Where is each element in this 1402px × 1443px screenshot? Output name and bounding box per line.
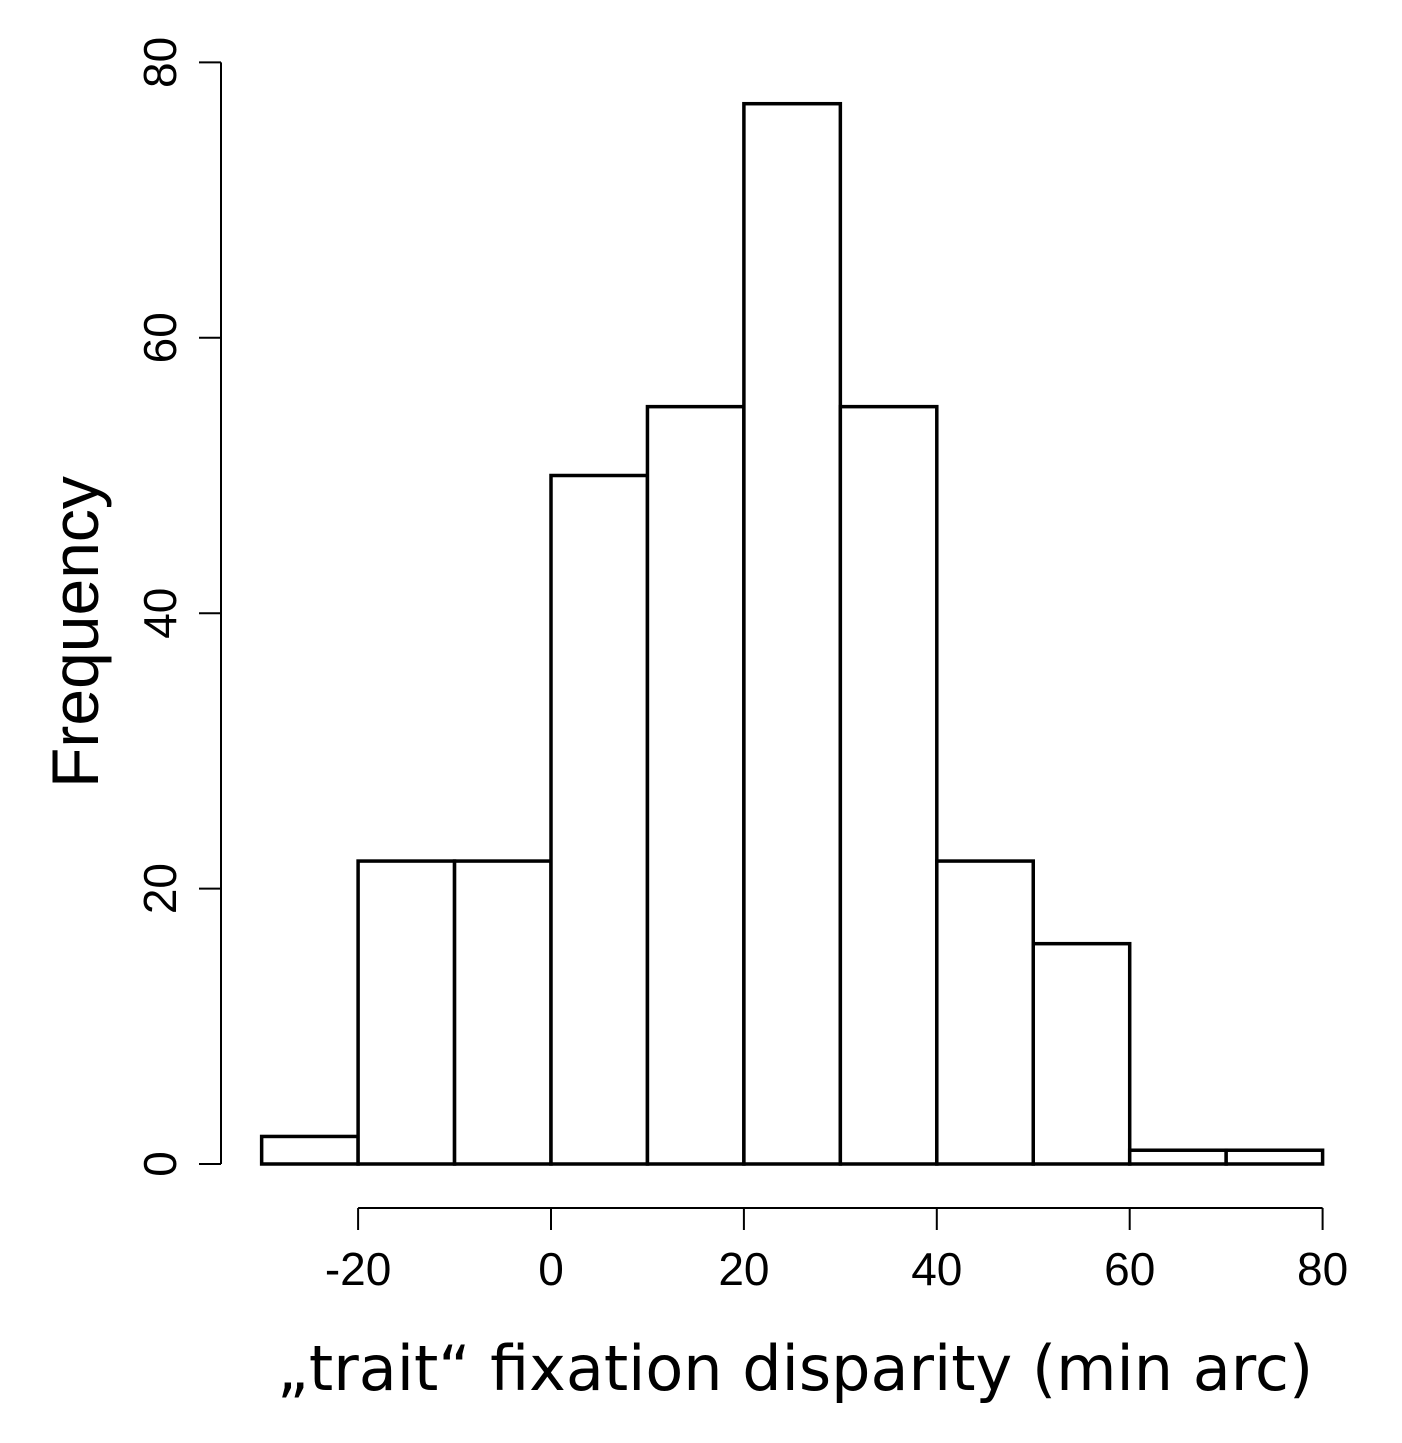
x-axis-title: „trait“ fixation disparity (min arc) (277, 1332, 1313, 1405)
y-tick-label: 60 (134, 312, 186, 363)
x-tick-label: 80 (1297, 1243, 1348, 1295)
x-tick-label: 60 (1104, 1243, 1155, 1295)
x-tick-label: 0 (538, 1243, 564, 1295)
y-tick-label: 20 (134, 863, 186, 914)
y-axis-title: Frequency (38, 476, 112, 788)
y-tick-label: 40 (134, 588, 186, 639)
x-tick-label: -20 (325, 1243, 391, 1295)
histogram-bar-1 (356, 859, 457, 1166)
bars-group (259, 101, 1325, 1166)
histogram-bar-8 (1031, 941, 1132, 1166)
histogram-bar-9 (1127, 1148, 1228, 1166)
y-axis: 0 20 40 60 80 (134, 37, 222, 1177)
histogram-bar-10 (1224, 1148, 1325, 1166)
y-tick-label: 0 (134, 1151, 186, 1177)
histogram-bar-0 (259, 1134, 360, 1166)
histogram-bar-2 (452, 859, 553, 1166)
histogram-bar-5 (742, 101, 843, 1166)
x-tick-label: 20 (718, 1243, 769, 1295)
x-axis: -20 0 20 40 60 80 (325, 1207, 1348, 1295)
histogram-bar-4 (645, 404, 746, 1166)
x-tick-label: 40 (911, 1243, 962, 1295)
histogram-bar-7 (935, 859, 1035, 1166)
y-tick-label: 80 (134, 37, 186, 88)
histogram-bar-6 (838, 404, 939, 1166)
histogram-bar-3 (549, 473, 650, 1166)
